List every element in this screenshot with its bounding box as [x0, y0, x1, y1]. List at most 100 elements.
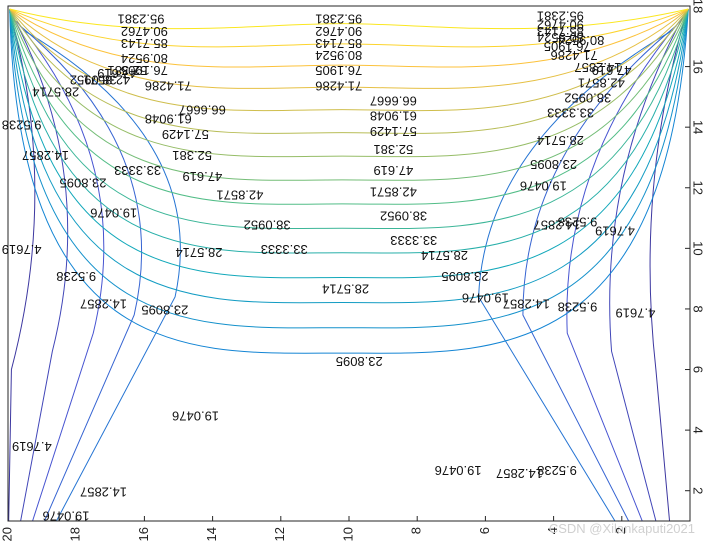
contour-line	[9, 8, 689, 230]
contour-label: 14.2857	[80, 296, 127, 311]
contour-label: 71.4286	[145, 78, 192, 93]
contour-label: 42.8571	[216, 187, 263, 202]
contour-line	[9, 8, 689, 205]
contour-label: 47.619	[97, 66, 137, 81]
contour-label: 85.7143	[121, 36, 168, 51]
contour-label: 76.1905	[315, 63, 362, 78]
contour-label: 33.3333	[114, 163, 161, 178]
x-tick-label: 6	[477, 527, 492, 534]
contour-label: 23.8095	[60, 175, 107, 190]
contour-label: 33.3333	[390, 233, 437, 248]
contour-label: 85.7143	[537, 24, 584, 39]
contour-label: 19.0476	[520, 178, 567, 193]
contour-label: 66.6667	[370, 93, 417, 108]
contour-label: 52.381	[107, 63, 147, 78]
y-tick-label: 14	[691, 120, 706, 134]
y-tick-label: 4	[691, 427, 706, 434]
contour-label: 14.2857	[534, 218, 581, 233]
contour-label: 28.5714	[537, 133, 584, 148]
contour-label: 47.619	[182, 169, 222, 184]
contour-label: 38.0952	[70, 72, 117, 87]
contour-label: 76.1905	[121, 63, 168, 78]
contour-label: 52.381	[373, 142, 413, 157]
x-tick-label: 4	[545, 527, 560, 534]
contour-label: 57.1429	[370, 124, 417, 139]
contour-label: 57.1429	[162, 127, 209, 142]
contour-label: 14.2857	[503, 296, 550, 311]
y-tick-label: 6	[691, 366, 706, 373]
contour-label: 23.8095	[530, 157, 577, 172]
contour-label: 19.0476	[435, 463, 482, 478]
contour-label: 23.8095	[336, 354, 383, 369]
contour-line	[9, 8, 689, 254]
contour-label: 9.5238	[558, 215, 598, 230]
contour-label: 19.0476	[42, 509, 89, 524]
y-tick-label: 8	[691, 305, 706, 312]
x-tick-label: 18	[68, 527, 83, 541]
watermark: CSDN @Xilankaputi2021	[548, 521, 695, 536]
x-tick-label: 12	[272, 527, 287, 541]
contour-label: 23.8095	[441, 269, 488, 284]
contour-line	[9, 8, 689, 304]
contour-line	[9, 8, 689, 279]
contour-line	[19, 25, 143, 521]
contour-label: 90.4762	[121, 24, 168, 39]
contour-lines	[8, 8, 689, 521]
contour-label: 4.7619	[595, 224, 635, 239]
x-tick-label: 8	[409, 527, 424, 534]
contour-label: 80.9524	[557, 33, 604, 48]
contour-line	[9, 8, 689, 48]
contour-label: 80.9524	[121, 51, 168, 66]
contour-label: 33.3333	[261, 242, 308, 257]
contour-label: 28.5714	[322, 281, 369, 296]
contour-label: 19.0476	[172, 409, 219, 424]
contour-label: 80.9524	[537, 30, 584, 45]
contour-line	[9, 8, 689, 181]
contour-line	[649, 11, 688, 521]
contour-line	[9, 8, 689, 89]
contour-label: 61.9048	[145, 112, 192, 127]
contour-label: 14.2857	[574, 60, 621, 75]
contour-label: 76.1905	[544, 39, 591, 54]
contour-label: 28.5714	[175, 245, 222, 260]
x-tick-label: 2	[613, 527, 628, 534]
y-tick-label: 18	[691, 0, 706, 13]
contour-line	[9, 8, 689, 134]
contour-label: 38.0952	[380, 209, 427, 224]
contour-label: 95.2381	[315, 12, 362, 27]
contour-label: 42.8571	[370, 184, 417, 199]
contour-label: 9.5238	[2, 118, 42, 133]
contour-label: 9.5238	[558, 299, 598, 314]
contour-label: 42.8571	[83, 72, 130, 87]
contour-label: 90.4762	[537, 18, 584, 33]
contour-labels: 95.238190.476285.714380.952476.190571.42…	[2, 9, 656, 524]
x-tick-label: 16	[136, 527, 151, 541]
contour-label: 9.5238	[537, 463, 577, 478]
contour-line	[16, 20, 105, 521]
y-tick-label: 16	[691, 59, 706, 73]
contour-label: 4.7619	[616, 306, 656, 321]
contour-label: 61.9048	[370, 109, 417, 124]
contour-line	[9, 8, 689, 68]
contour-line	[9, 8, 689, 30]
contour-label: 38.0952	[244, 218, 291, 233]
contour-label: 71.4286	[315, 78, 362, 93]
contour-label: 90.4762	[315, 24, 362, 39]
contour-label: 42.8571	[578, 75, 625, 90]
contour-label: 52.381	[172, 148, 212, 163]
contour-label: 9.5238	[56, 269, 96, 284]
x-tick-label: 14	[204, 527, 219, 541]
contour-line	[8, 11, 36, 521]
contour-label: 14.2857	[80, 484, 127, 499]
contour-label: 19.0476	[90, 206, 137, 221]
contour-label: 33.3333	[547, 106, 594, 121]
contour-line	[478, 29, 674, 521]
contour-label: 14.2857	[22, 148, 69, 163]
contour-label: 28.5714	[32, 84, 79, 99]
contour-label: 85.7143	[315, 36, 362, 51]
contour-label: 23.8095	[141, 303, 188, 318]
contour-line	[23, 29, 181, 521]
contour-label: 4.7619	[2, 242, 42, 257]
contour-line	[9, 8, 689, 112]
